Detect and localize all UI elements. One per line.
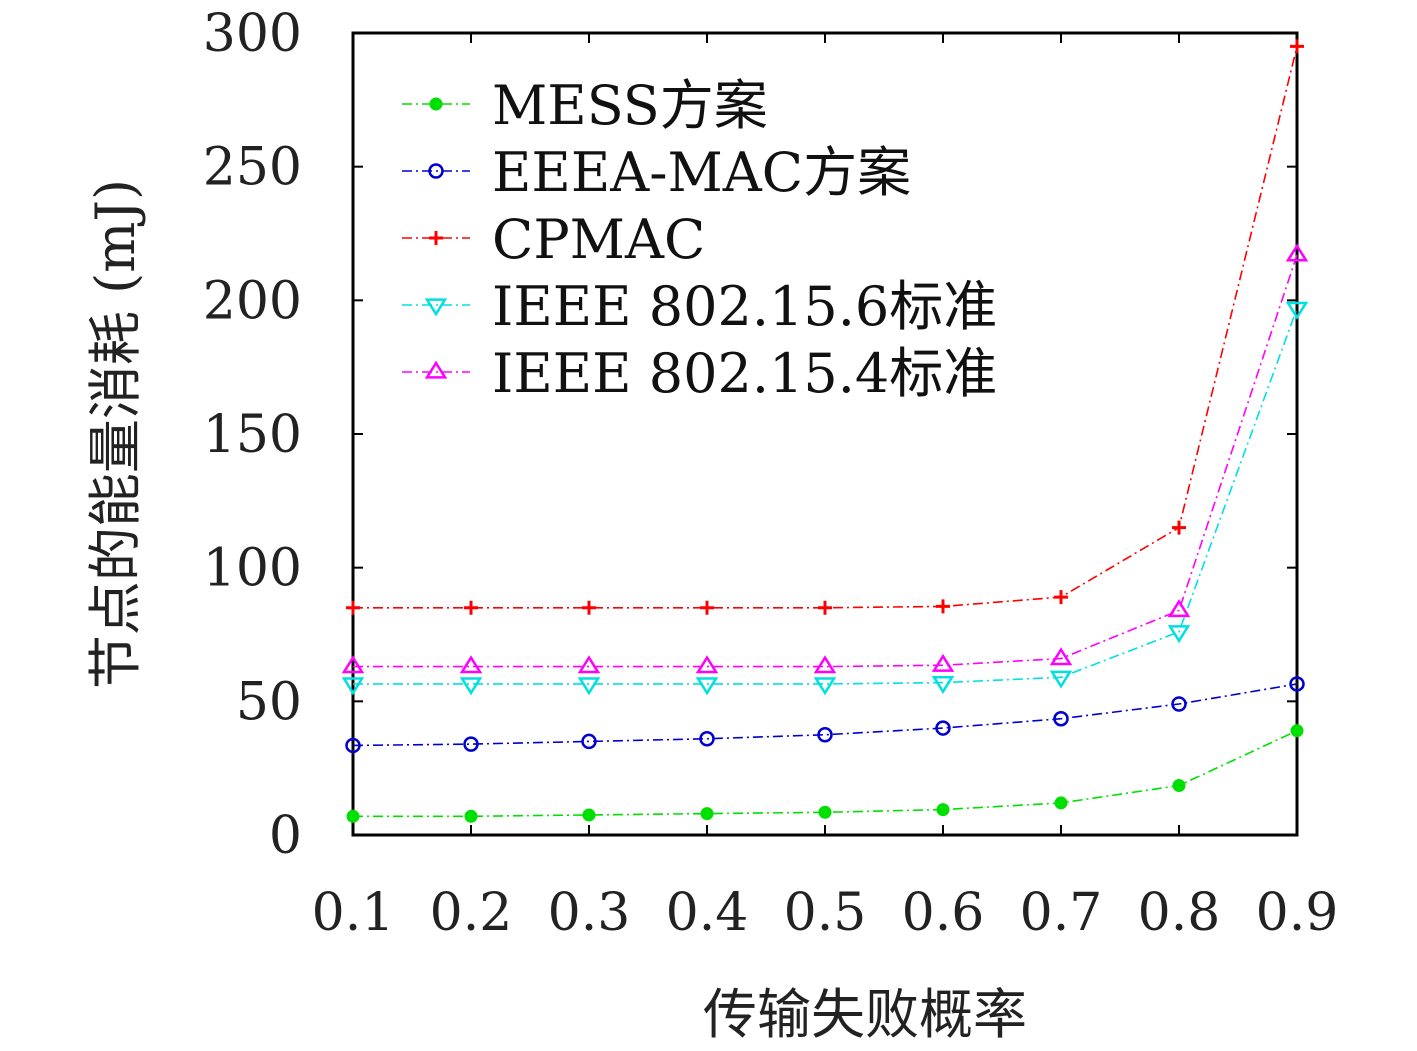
- legend-entry: IEEE 802.15.4标准: [402, 342, 997, 405]
- data-point: [700, 807, 714, 821]
- axis-ticks: 0.1 0.2 0.3 0.4 0.5 0.6 0.7 0.8 0.9 0 50 100 150 200 2…: [203, 4, 1339, 943]
- x-tick-label: 0.4: [666, 883, 749, 943]
- legend-entry: MESS方案: [402, 74, 768, 137]
- data-point: [581, 733, 597, 750]
- legend-label: CPMAC: [492, 208, 705, 271]
- data-point: [1172, 520, 1186, 535]
- data-point: [1289, 676, 1305, 692]
- y-tick-label: 300: [203, 4, 302, 64]
- data-point: [341, 655, 365, 674]
- legend-entry: EEEA-MAC方案: [402, 141, 911, 204]
- data-point: [1054, 590, 1068, 605]
- legend-marker: [424, 360, 448, 379]
- data-point: [1049, 647, 1073, 666]
- data-point: [582, 600, 596, 615]
- plot-frame: [351, 31, 1299, 837]
- data-point: [1054, 796, 1068, 810]
- series-4: [341, 243, 1309, 674]
- y-tick-label: 100: [203, 539, 302, 599]
- data-point: [695, 677, 719, 696]
- data-point: [818, 805, 832, 819]
- data-point: [1167, 625, 1191, 644]
- data-point: [1053, 710, 1069, 727]
- legend-label: IEEE 802.15.6标准: [492, 275, 997, 338]
- legend-label: EEEA-MAC方案: [492, 141, 911, 204]
- data-point: [1172, 779, 1186, 793]
- data-point: [700, 600, 714, 615]
- data-point: [463, 736, 479, 752]
- data-point: [459, 655, 483, 674]
- legend-entry: IEEE 802.15.6标准: [402, 275, 997, 338]
- y-tick-label: 0: [269, 806, 302, 866]
- data-point: [931, 675, 955, 694]
- data-point: [1290, 724, 1304, 738]
- data-point: [813, 655, 837, 674]
- legend-marker: [429, 231, 443, 245]
- x-tick-label: 0.6: [902, 883, 985, 943]
- data-point: [582, 808, 596, 822]
- data-point: [459, 677, 483, 696]
- y-axis-label: 节点的能量消耗 (mJ): [84, 179, 147, 689]
- x-tick-label: 0.7: [1020, 883, 1103, 943]
- data-point: [341, 677, 365, 696]
- y-tick-label: 150: [203, 405, 302, 465]
- data-point: [1049, 670, 1073, 689]
- data-point: [931, 653, 955, 672]
- series-1: [345, 676, 1305, 754]
- data-point: [695, 655, 719, 674]
- x-axis-label: 传输失败概率: [703, 983, 1027, 1046]
- series-2: [346, 39, 1304, 615]
- data-point: [1171, 696, 1187, 712]
- legend-label: MESS方案: [492, 74, 768, 137]
- x-tick-label: 0.2: [430, 883, 513, 943]
- data-point: [817, 727, 833, 743]
- data-point: [935, 720, 951, 736]
- legend-entry: CPMAC: [402, 208, 705, 271]
- plot-area: [351, 31, 1299, 837]
- data-point: [1285, 243, 1309, 262]
- data-point: [699, 731, 715, 747]
- y-tick-label: 200: [203, 271, 302, 331]
- legend-marker: [429, 97, 443, 111]
- data-point: [346, 809, 360, 823]
- series-0: [346, 724, 1304, 823]
- data-point: [936, 803, 950, 817]
- legend-label: IEEE 802.15.4标准: [492, 342, 997, 405]
- data-point: [813, 677, 837, 696]
- x-tick-label: 0.9: [1256, 883, 1339, 943]
- x-tick-label: 0.8: [1138, 883, 1221, 943]
- data-point: [464, 809, 478, 823]
- data-point: [1167, 599, 1191, 618]
- x-tick-label: 0.3: [548, 883, 631, 943]
- data-point: [818, 600, 832, 615]
- data-point: [577, 677, 601, 696]
- legend-marker: [428, 163, 444, 179]
- data-point: [345, 737, 361, 754]
- data-point: [1285, 301, 1309, 320]
- y-tick-label: 250: [203, 138, 302, 198]
- series-3: [341, 301, 1309, 696]
- y-tick-label: 50: [236, 672, 302, 732]
- legend-marker: [424, 298, 448, 317]
- data-point: [577, 655, 601, 674]
- data-point: [464, 600, 478, 615]
- data-point: [1290, 39, 1304, 54]
- x-tick-label: 0.1: [312, 883, 395, 943]
- x-tick-label: 0.5: [784, 883, 867, 943]
- series-line: [352, 683, 1298, 747]
- data-point: [936, 599, 950, 614]
- data-point: [346, 600, 360, 615]
- series-layer: [341, 39, 1309, 823]
- series-line: [353, 730, 1298, 818]
